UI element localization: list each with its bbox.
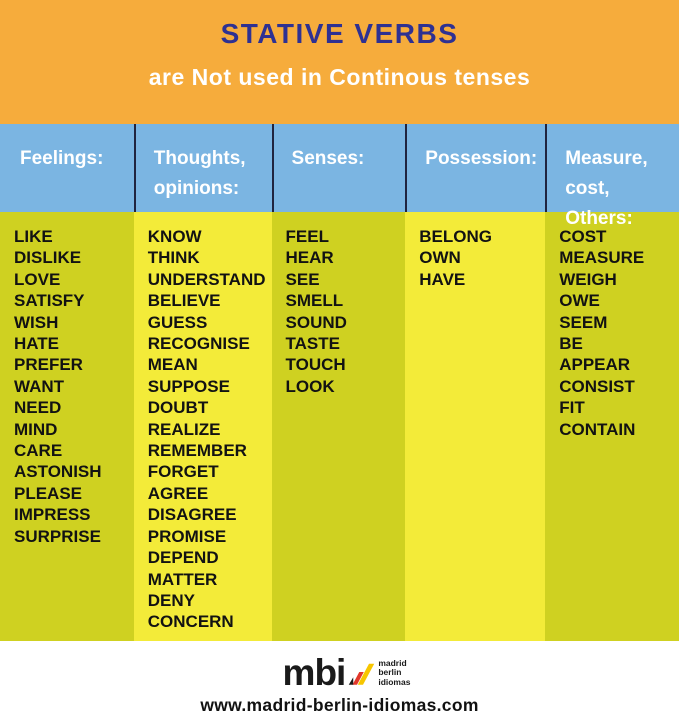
column-body: KNOW THINK UNDERSTAND BELIEVE GUESS RECOGNISE… <box>133 212 272 641</box>
verb-item: PROMISE <box>147 526 227 546</box>
column-label: Senses: <box>291 148 365 169</box>
column-header: Senses: <box>271 124 406 212</box>
column-possession: Possession: BELONG OWN HAVE <box>405 124 546 641</box>
verb-item: SOUND <box>285 312 347 332</box>
verb-item: BE <box>559 334 583 354</box>
verbs-table: Feelings: LIKE DISLIKE LOVE SATISFY WISH HATE… <box>0 124 679 641</box>
verb-item: IMPRESS <box>14 505 91 525</box>
verb-item: BELONG <box>419 227 493 246</box>
verb-item: DOUBT <box>147 398 209 418</box>
tagline-line: madrid <box>378 657 407 668</box>
logo-stripes-icon <box>349 663 375 685</box>
column-header: Thoughts, opinions: <box>133 124 272 212</box>
verb-item: RECOGNISE <box>147 334 250 354</box>
column-thoughts-opinions: Thoughts, opinions: KNOW THINK UNDERSTAND B… <box>133 124 272 641</box>
verb-item: DISLIKE <box>14 248 82 268</box>
verb-item: DISAGREE <box>147 505 237 525</box>
column-header: Measure, cost, Others: <box>545 124 679 229</box>
verb-item: LOVE <box>14 269 61 289</box>
verb-item: GUESS <box>147 312 208 332</box>
verb-item: SEEM <box>559 312 608 332</box>
verb-item: DENY <box>147 590 195 610</box>
verb-item: SMELL <box>285 291 344 311</box>
verb-item: AGREE <box>147 483 209 503</box>
verb-item: CONCERN <box>147 612 234 632</box>
column-senses: Senses: FEEL HEAR SEE SMELL SOUND TASTE TOUCH L… <box>271 124 406 641</box>
verb-item: CARE <box>14 441 63 461</box>
footer: mbi madrid berlin idiomas www.madrid-ber… <box>0 641 679 726</box>
verb-item: TASTE <box>285 334 340 354</box>
website-url: www.madrid-berlin-idiomas.com <box>200 695 479 715</box>
verb-item: TOUCH <box>285 355 346 375</box>
brand-logo: mbi madrid berlin idiomas <box>282 652 411 693</box>
verb-item: KNOW <box>147 227 202 246</box>
verb-item: DEPEND <box>147 548 219 568</box>
verb-item: REMEMBER <box>147 441 247 461</box>
column-body: LIKE DISLIKE LOVE SATISFY WISH HATE PREFER WANT… <box>0 212 134 641</box>
verb-item: PLEASE <box>14 483 83 503</box>
verb-item: MIND <box>14 419 58 439</box>
column-body: COST MEASURE WEIGH OWE SEEM BE APPEAR CONSIST FI… <box>545 212 679 641</box>
verb-item: MATTER <box>147 569 218 589</box>
verb-item: MEASURE <box>559 248 645 268</box>
column-label: Possession: <box>425 148 538 169</box>
verb-item: NEED <box>14 398 62 418</box>
verb-item: OWE <box>559 291 600 311</box>
verb-item: SUPPOSE <box>147 376 230 396</box>
verb-item: ASTONISH <box>14 462 102 482</box>
verb-item: HAVE <box>419 269 466 289</box>
verb-item: HEAR <box>285 248 334 268</box>
column-header: Feelings: <box>0 124 134 212</box>
mbi-wordmark: mbi <box>282 652 347 693</box>
column-body: FEEL HEAR SEE SMELL SOUND TASTE TOUCH LOOK <box>271 212 406 641</box>
verb-item: SURPRISE <box>14 526 101 546</box>
verb-item: COST <box>559 227 607 246</box>
verb-item: APPEAR <box>559 355 631 375</box>
verb-item: WEIGH <box>559 269 617 289</box>
page-subtitle: are Not used in Continous tenses <box>148 64 531 90</box>
verb-item: WANT <box>14 376 65 396</box>
verb-item: SATISFY <box>14 291 85 311</box>
logo-tagline: madrid berlin idiomas <box>378 657 411 689</box>
verb-item: REALIZE <box>147 419 221 439</box>
tagline-line: idiomas <box>378 676 411 687</box>
column-measure-cost-others: Measure, cost, Others: COST MEASURE WEIGH O… <box>545 124 679 641</box>
verb-item: CONSIST <box>559 376 635 396</box>
verb-item: PREFER <box>14 355 83 375</box>
verb-item: BELIEVE <box>147 291 221 311</box>
page-title: STATIVE VERBS <box>220 18 459 49</box>
column-header: Possession: <box>405 124 546 212</box>
verb-item: LOOK <box>285 376 335 396</box>
verb-item: FORGET <box>147 462 219 482</box>
verb-item: FIT <box>559 398 585 418</box>
column-feelings: Feelings: LIKE DISLIKE LOVE SATISFY WISH HATE… <box>0 124 134 641</box>
verb-item: SEE <box>285 269 320 289</box>
verb-item: THINK <box>147 248 200 268</box>
header-banner: STATIVE VERBS are Not used in Continous … <box>0 0 679 124</box>
column-label: Thoughts, opinions: <box>153 148 246 199</box>
verb-item: CONTAIN <box>559 419 636 439</box>
verb-item: OWN <box>419 248 461 268</box>
column-label: Feelings: <box>20 148 104 169</box>
verb-item: MEAN <box>147 355 198 375</box>
verb-item: WISH <box>14 312 59 332</box>
verb-item: UNDERSTAND <box>147 269 266 289</box>
tagline-line: berlin <box>378 667 402 677</box>
column-label: Measure, cost, Others: <box>565 148 648 229</box>
verb-item: HATE <box>14 334 60 354</box>
verb-item: LIKE <box>14 227 53 246</box>
column-body: BELONG OWN HAVE <box>405 212 546 641</box>
verb-item: FEEL <box>285 227 329 246</box>
